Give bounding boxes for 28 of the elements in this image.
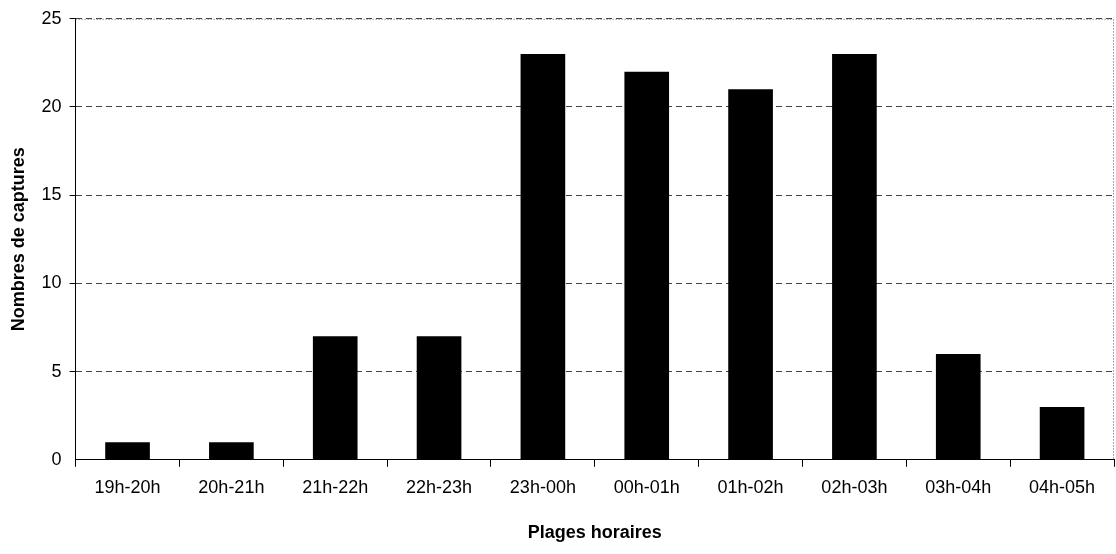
bar	[728, 89, 773, 460]
x-tick-label: 19h-20h	[94, 476, 161, 497]
x-tick-label: 21h-22h	[302, 476, 369, 497]
x-tick-label: 04h-05h	[1029, 476, 1096, 497]
bar	[1039, 406, 1085, 460]
x-tick-label: 02h-03h	[821, 476, 888, 497]
bar	[935, 353, 981, 460]
y-tick-label: 25	[41, 7, 62, 28]
bar	[105, 442, 150, 460]
x-tick-label: 00h-01h	[613, 476, 680, 497]
x-tick-label: 22h-23h	[406, 476, 473, 497]
x-tick-label: 20h-21h	[198, 476, 265, 497]
y-tick-label: 0	[51, 448, 62, 469]
y-axis-title: Nombres de captures	[7, 147, 28, 332]
bar	[416, 336, 462, 460]
bar	[832, 54, 877, 460]
y-tick-label: 10	[41, 272, 62, 293]
y-tick-label: 5	[51, 360, 62, 381]
y-tick-label: 20	[41, 95, 62, 116]
bar	[209, 442, 254, 460]
x-tick-label: 01h-02h	[717, 476, 784, 497]
x-axis-title: Plages horaires	[527, 522, 662, 543]
bar	[624, 71, 670, 460]
bar	[520, 54, 566, 460]
x-tick-label: 23h-00h	[509, 476, 576, 497]
x-tick-label: 03h-04h	[925, 476, 992, 497]
y-tick-label: 15	[41, 184, 62, 205]
bar	[312, 336, 358, 460]
